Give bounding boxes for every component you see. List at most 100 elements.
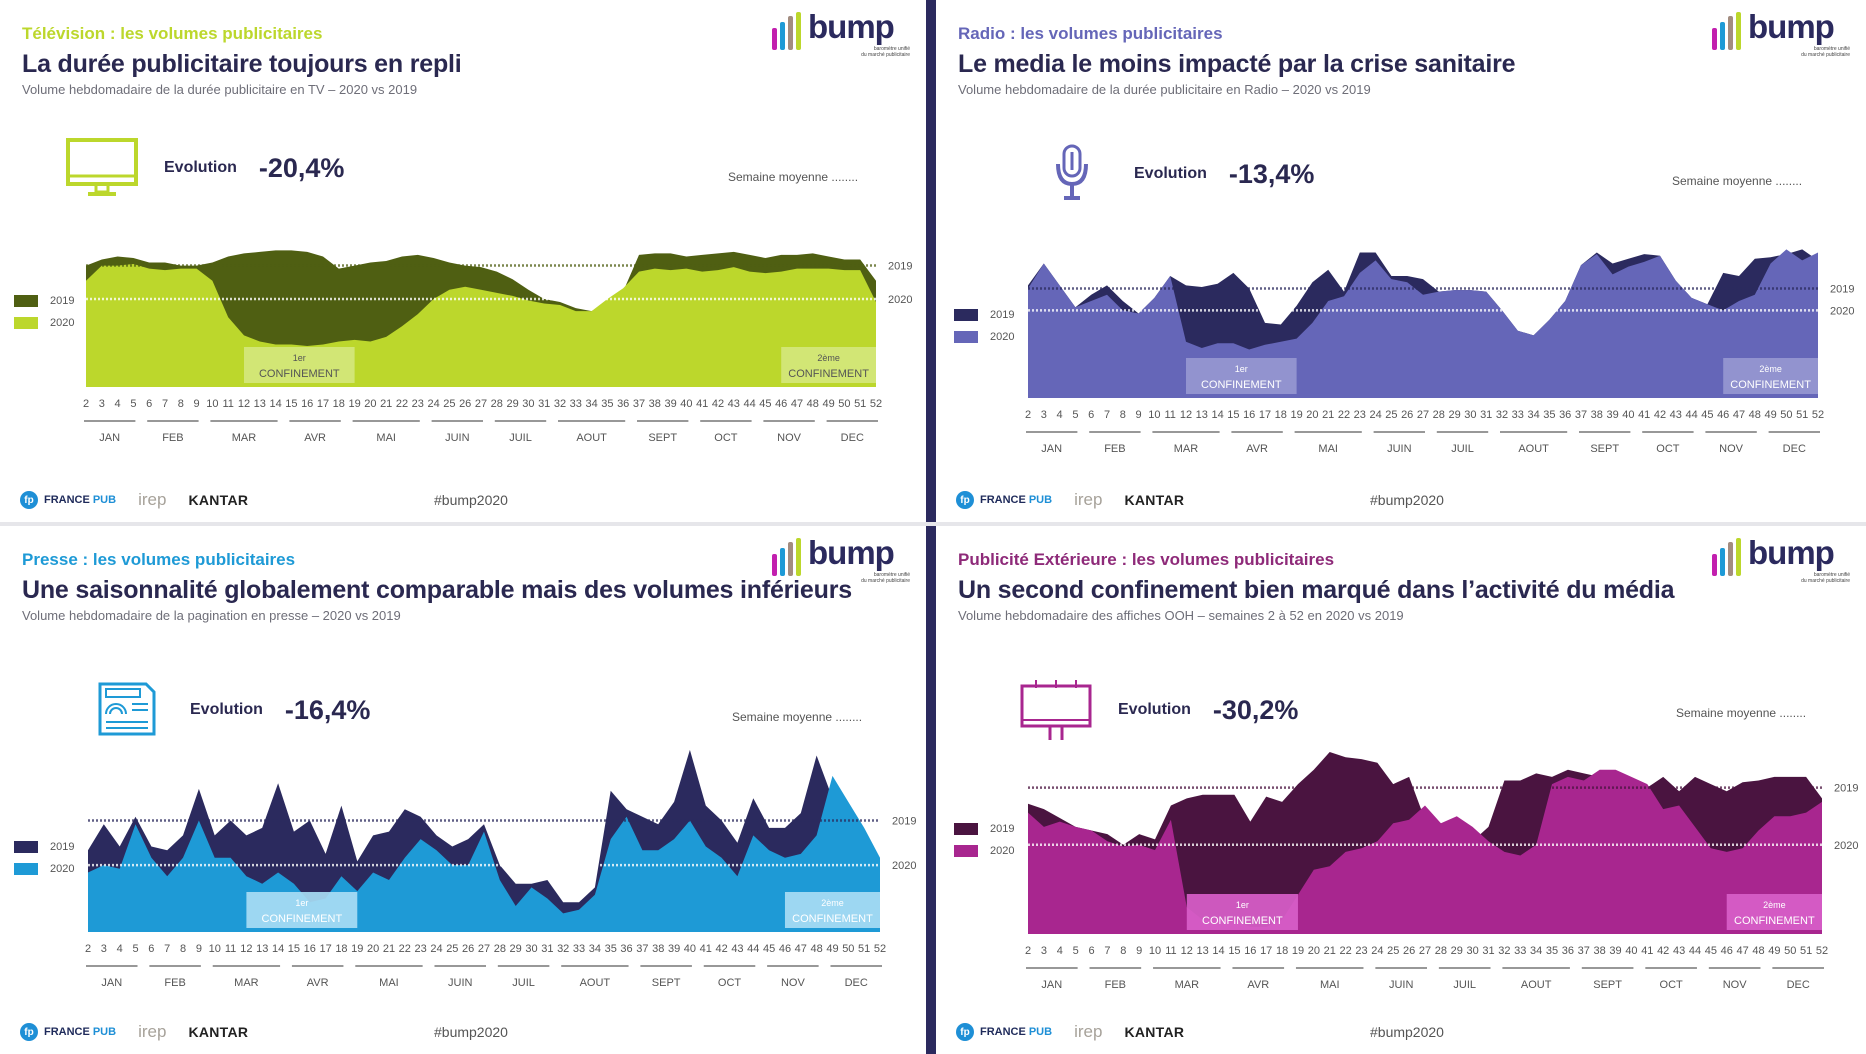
- week-tick-12: 12: [1180, 409, 1192, 421]
- irep-logo: irep: [1074, 490, 1103, 509]
- month-label-JAN: JAN: [1041, 979, 1062, 991]
- week-tick-29: 29: [510, 943, 522, 955]
- evolution-value: -16,4%: [284, 694, 371, 725]
- confinement-1-box: [1186, 894, 1298, 930]
- week-tick-41: 41: [1641, 945, 1653, 957]
- week-tick-17: 17: [1259, 409, 1271, 421]
- week-tick-7: 7: [164, 943, 170, 955]
- month-label-AVR: AVR: [1246, 443, 1268, 455]
- week-tick-46: 46: [779, 943, 791, 955]
- week-tick-35: 35: [605, 943, 617, 955]
- week-tick-37: 37: [633, 398, 645, 410]
- week-tick-49: 49: [826, 943, 838, 955]
- evolution-block: Evolution -20,4%: [64, 136, 344, 200]
- week-tick-6: 6: [1088, 409, 1094, 421]
- week-tick-3: 3: [1041, 945, 1047, 957]
- legend-swatch-2019: [14, 841, 38, 853]
- week-tick-15: 15: [288, 943, 300, 955]
- week-tick-42: 42: [1657, 945, 1669, 957]
- week-tick-48: 48: [1749, 409, 1761, 421]
- week-tick-14: 14: [269, 398, 281, 410]
- week-tick-13: 13: [254, 398, 266, 410]
- confinement-2-label: CONFINEMENT: [1734, 915, 1815, 927]
- month-label-AVR: AVR: [304, 432, 326, 444]
- month-label-NOV: NOV: [781, 977, 806, 989]
- legend-swatch-2019: [14, 295, 38, 307]
- week-tick-7: 7: [1104, 409, 1110, 421]
- month-label-JUIN: JUIN: [448, 977, 473, 989]
- legend-swatch-2020: [14, 863, 38, 875]
- week-tick-11: 11: [1165, 945, 1176, 957]
- week-tick-24: 24: [427, 398, 439, 410]
- week-tick-48: 48: [807, 398, 819, 410]
- week-tick-31: 31: [541, 943, 553, 955]
- week-tick-6: 6: [148, 943, 154, 955]
- week-tick-33: 33: [570, 398, 582, 410]
- evolution-block: Evolution -30,2%: [1018, 678, 1298, 742]
- week-tick-44: 44: [743, 398, 755, 410]
- bump-logo: bump baromètre unifié du marché publicita…: [772, 8, 912, 60]
- panel-radio: Radio : les volumes publicitaires Le med…: [936, 0, 1866, 522]
- week-tick-40: 40: [1625, 945, 1637, 957]
- week-tick-8: 8: [180, 943, 186, 955]
- week-tick-2: 2: [83, 398, 89, 410]
- week-tick-36: 36: [1559, 409, 1571, 421]
- week-tick-29: 29: [506, 398, 518, 410]
- panel-publicite-exterieure: Publicité Extérieure : les volumes publi…: [936, 526, 1866, 1054]
- month-label-MAR: MAR: [234, 977, 259, 989]
- week-tick-5: 5: [130, 398, 136, 410]
- irep-logo: irep: [1074, 1022, 1103, 1041]
- hashtag: #bump2020: [434, 492, 508, 508]
- week-tick-20: 20: [1306, 409, 1318, 421]
- week-tick-14: 14: [272, 943, 284, 955]
- billboard-icon: [1018, 678, 1096, 742]
- week-tick-52: 52: [1812, 409, 1824, 421]
- week-tick-11: 11: [1164, 409, 1175, 421]
- week-tick-39: 39: [1606, 409, 1618, 421]
- month-label-JUIN: JUIN: [1389, 979, 1414, 991]
- week-tick-46: 46: [1717, 409, 1729, 421]
- week-tick-3: 3: [99, 398, 105, 410]
- week-tick-35: 35: [1543, 409, 1555, 421]
- week-tick-48: 48: [811, 943, 823, 955]
- week-tick-45: 45: [759, 398, 771, 410]
- week-tick-23: 23: [412, 398, 424, 410]
- week-tick-16: 16: [301, 398, 313, 410]
- horizontal-divider: [0, 522, 1866, 526]
- week-tick-4: 4: [1057, 945, 1063, 957]
- week-tick-41: 41: [700, 943, 712, 955]
- month-label-JUIN: JUIN: [445, 432, 470, 444]
- week-tick-18: 18: [1275, 409, 1287, 421]
- week-tick-7: 7: [162, 398, 168, 410]
- tv-monitor-icon: [64, 136, 142, 200]
- week-tick-3: 3: [101, 943, 107, 955]
- week-tick-32: 32: [1496, 409, 1508, 421]
- week-tick-6: 6: [1088, 945, 1094, 957]
- week-tick-9: 9: [196, 943, 202, 955]
- confinement-1-ordinal: 1er: [1235, 364, 1248, 374]
- month-label-JAN: JAN: [99, 432, 120, 444]
- series-legend: 2019 2020: [954, 304, 1014, 348]
- week-tick-40: 40: [680, 398, 692, 410]
- month-label-MAR: MAR: [1175, 979, 1200, 991]
- week-tick-43: 43: [728, 398, 740, 410]
- evolution-value: -20,4%: [258, 152, 345, 183]
- week-tick-38: 38: [1594, 945, 1606, 957]
- hashtag: #bump2020: [1370, 1024, 1444, 1040]
- week-tick-37: 37: [636, 943, 648, 955]
- week-tick-36: 36: [620, 943, 632, 955]
- bump-logo-bars-icon: [1712, 538, 1744, 576]
- week-tick-27: 27: [475, 398, 487, 410]
- week-tick-23: 23: [1354, 409, 1366, 421]
- week-tick-2: 2: [1025, 409, 1031, 421]
- week-tick-16: 16: [1244, 945, 1256, 957]
- panel-kicker: Presse : les volumes publicitaires: [22, 550, 296, 569]
- week-tick-34: 34: [1527, 409, 1539, 421]
- month-label-MAR: MAR: [1174, 443, 1199, 455]
- week-tick-51: 51: [858, 943, 870, 955]
- hashtag: #bump2020: [434, 1024, 508, 1040]
- week-tick-33: 33: [1514, 945, 1526, 957]
- legend-swatch-2019: [954, 309, 978, 321]
- week-tick-51: 51: [1800, 945, 1812, 957]
